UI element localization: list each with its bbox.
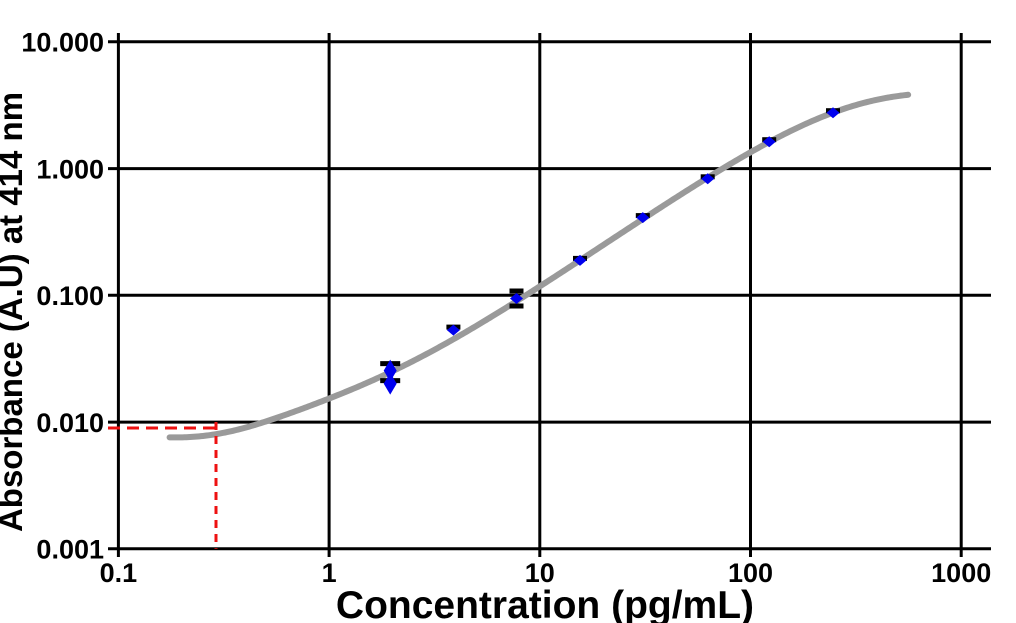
svg-text:0.010: 0.010 — [36, 408, 104, 438]
svg-text:Absorbance (A.U) at 414 nm: Absorbance (A.U) at 414 nm — [0, 92, 29, 532]
svg-text:1: 1 — [322, 558, 337, 588]
svg-text:0.1: 0.1 — [100, 558, 138, 588]
svg-text:10.000: 10.000 — [21, 28, 104, 58]
svg-text:1000: 1000 — [931, 558, 991, 588]
svg-text:0.100: 0.100 — [36, 281, 104, 311]
svg-text:Concentration (pg/mL): Concentration (pg/mL) — [336, 584, 754, 623]
svg-text:1.000: 1.000 — [36, 154, 104, 184]
svg-text:0.001: 0.001 — [36, 535, 104, 565]
